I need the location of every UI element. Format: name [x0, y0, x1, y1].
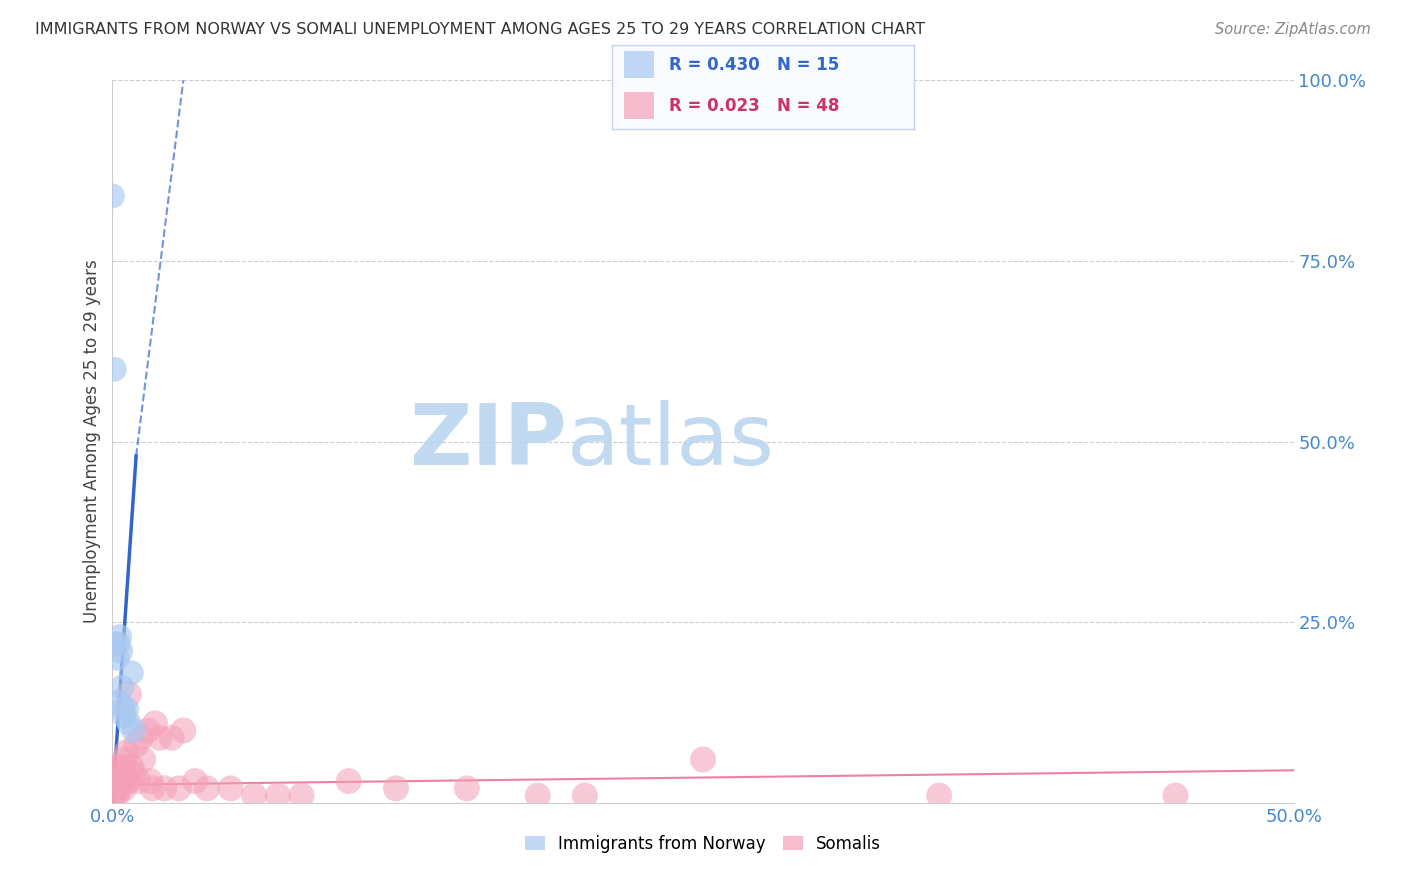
Point: [105, 774, 128, 789]
Point: [136, 723, 159, 738]
Point: [195, 781, 218, 796]
Point: [172, 723, 194, 738]
Point: [456, 781, 478, 796]
Point: [108, 630, 131, 644]
Point: [111, 680, 134, 694]
Point: [101, 789, 124, 803]
Point: [103, 362, 125, 376]
Point: [104, 637, 127, 651]
Point: [127, 774, 149, 789]
Point: [101, 189, 124, 203]
Point: [160, 731, 183, 745]
Point: [108, 767, 131, 781]
Point: [692, 752, 714, 766]
Point: [111, 760, 134, 774]
Point: [132, 752, 155, 766]
Point: [167, 781, 190, 796]
Point: [1164, 789, 1187, 803]
Point: [153, 781, 176, 796]
Point: [115, 745, 138, 759]
Point: [267, 789, 290, 803]
Y-axis label: Unemployment Among Ages 25 to 29 years: Unemployment Among Ages 25 to 29 years: [83, 260, 101, 624]
Point: [385, 781, 408, 796]
Point: [290, 789, 312, 803]
Point: [122, 767, 145, 781]
Point: [129, 731, 152, 745]
Point: [101, 774, 124, 789]
Text: ZIP: ZIP: [409, 400, 567, 483]
Point: [107, 637, 129, 651]
Text: Source: ZipAtlas.com: Source: ZipAtlas.com: [1215, 22, 1371, 37]
Text: R = 0.023   N = 48: R = 0.023 N = 48: [669, 96, 839, 114]
Bar: [624, 92, 654, 120]
Point: [105, 651, 128, 665]
Text: R = 0.430   N = 15: R = 0.430 N = 15: [669, 56, 839, 74]
Point: [574, 789, 596, 803]
Point: [184, 774, 207, 789]
Point: [112, 709, 135, 723]
Point: [101, 781, 124, 796]
Point: [120, 760, 142, 774]
Point: [110, 644, 132, 658]
Point: [104, 767, 127, 781]
Point: [108, 695, 131, 709]
Point: [142, 781, 165, 796]
Point: [149, 731, 172, 745]
Point: [526, 789, 548, 803]
Point: [139, 774, 162, 789]
Point: [105, 789, 128, 803]
Point: [118, 687, 141, 701]
Text: IMMIGRANTS FROM NORWAY VS SOMALI UNEMPLOYMENT AMONG AGES 25 TO 29 YEARS CORRELAT: IMMIGRANTS FROM NORWAY VS SOMALI UNEMPLO…: [35, 22, 925, 37]
Point: [111, 774, 134, 789]
Point: [108, 781, 131, 796]
Point: [243, 789, 266, 803]
Point: [104, 781, 127, 796]
Point: [120, 665, 142, 680]
Point: [118, 716, 141, 731]
Point: [115, 774, 138, 789]
Point: [118, 774, 141, 789]
Point: [143, 716, 166, 731]
Point: [112, 702, 135, 716]
Point: [219, 781, 242, 796]
Point: [104, 789, 127, 803]
Point: [112, 781, 135, 796]
Point: [337, 774, 360, 789]
Point: [105, 760, 128, 774]
Legend: Immigrants from Norway, Somalis: Immigrants from Norway, Somalis: [519, 828, 887, 860]
Point: [125, 738, 148, 752]
Point: [112, 752, 135, 766]
Text: atlas: atlas: [567, 400, 775, 483]
Point: [928, 789, 950, 803]
Point: [115, 702, 138, 716]
Point: [122, 723, 145, 738]
Bar: [624, 52, 654, 78]
